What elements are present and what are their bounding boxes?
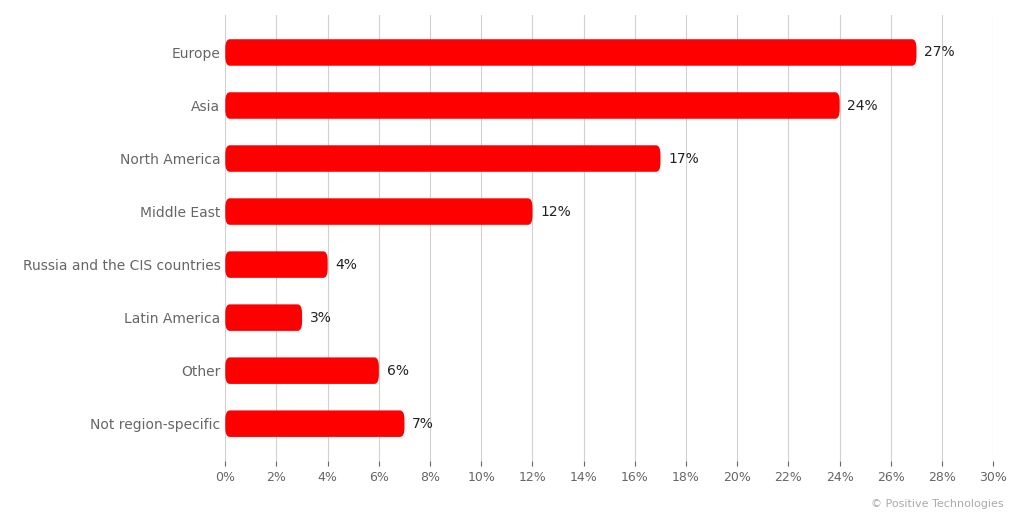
FancyBboxPatch shape <box>225 304 302 331</box>
FancyBboxPatch shape <box>225 39 916 66</box>
Text: 3%: 3% <box>309 311 332 325</box>
Text: 4%: 4% <box>336 258 357 271</box>
FancyBboxPatch shape <box>225 92 840 119</box>
FancyBboxPatch shape <box>225 198 532 225</box>
Text: 17%: 17% <box>669 152 699 165</box>
FancyBboxPatch shape <box>225 357 379 384</box>
Text: 24%: 24% <box>848 98 878 113</box>
Text: © Positive Technologies: © Positive Technologies <box>870 499 1004 509</box>
Text: 12%: 12% <box>541 205 571 219</box>
Text: 27%: 27% <box>925 46 954 59</box>
FancyBboxPatch shape <box>225 411 404 437</box>
FancyBboxPatch shape <box>225 145 660 172</box>
Text: 6%: 6% <box>387 364 409 378</box>
FancyBboxPatch shape <box>225 251 328 278</box>
Text: 7%: 7% <box>412 417 434 431</box>
